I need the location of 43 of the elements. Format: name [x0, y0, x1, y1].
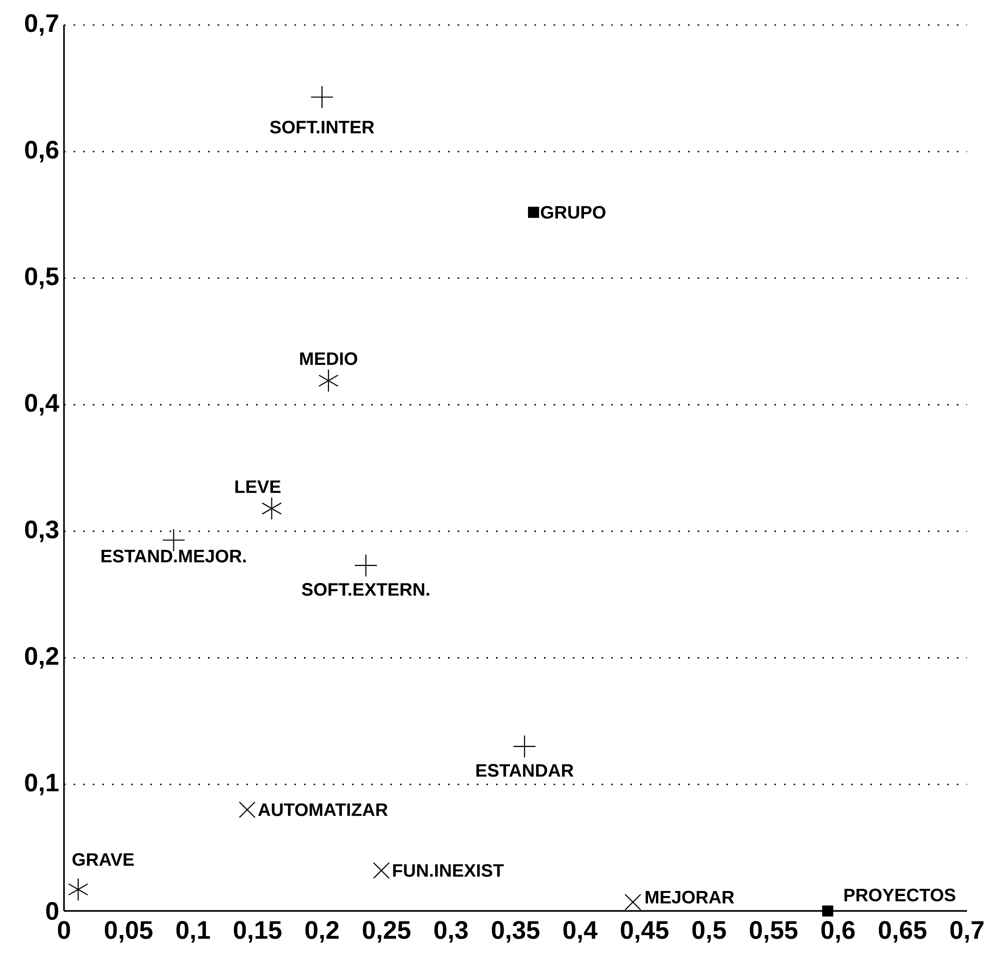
x-tick-label: 0,65	[878, 921, 926, 943]
x-tick-label: 0,4	[563, 921, 598, 943]
annotation: SOFT.EXTERN.	[302, 583, 430, 596]
point	[354, 554, 378, 577]
x-tick-label: 0,15	[234, 921, 282, 943]
point	[624, 894, 642, 910]
x-tick-label: 0,7	[950, 921, 984, 943]
y-tick-label: 0,6	[25, 140, 58, 162]
x-tick-label: 0,1	[176, 921, 210, 943]
annotation: ESTAND.MEJOR.	[102, 550, 246, 562]
annotation: MEJORAR	[646, 890, 734, 904]
x-tick-label: 0,25	[362, 921, 410, 943]
x-tick-label: 0,2	[305, 921, 339, 943]
annotation: PROYECTOS	[844, 888, 956, 902]
y-tick-label: 0,2	[25, 647, 58, 669]
x-tick-label: 0	[58, 921, 70, 939]
point	[310, 86, 334, 109]
annotation: LEVE	[235, 480, 281, 493]
annotation: MEDIO	[300, 352, 358, 366]
x-tick-label: 0,6	[821, 921, 855, 943]
y-tick-label: 0,1	[25, 774, 59, 796]
annotation: GRUPO	[540, 206, 606, 219]
x-tick-label: 0,35	[492, 921, 540, 943]
annotation: ESTANDAR	[476, 764, 574, 777]
x-tick-label: 0,55	[750, 921, 798, 943]
point	[822, 905, 834, 917]
point	[238, 801, 256, 818]
annotation: AUTOMATIZAR	[258, 803, 388, 816]
y-tick-label: 0,5	[25, 267, 59, 289]
y-tick-label: 0	[46, 902, 58, 920]
annotation: GRAVE	[72, 853, 134, 866]
annotation: FUN.INEXIST	[393, 864, 504, 877]
annotation: SOFT.INTER	[270, 120, 374, 134]
point	[528, 206, 540, 218]
x-tick-label: 0,3	[434, 921, 468, 943]
y-tick-label: 0,4	[25, 394, 60, 416]
point	[373, 862, 390, 879]
x-tick-label: 0,45	[620, 921, 668, 943]
y-tick-label: 0,3	[25, 520, 58, 542]
point	[512, 734, 536, 758]
x-tick-label: 0,5	[692, 921, 726, 943]
x-tick-label: 0,05	[104, 921, 152, 943]
y-tick-label: 0,7	[25, 14, 58, 36]
